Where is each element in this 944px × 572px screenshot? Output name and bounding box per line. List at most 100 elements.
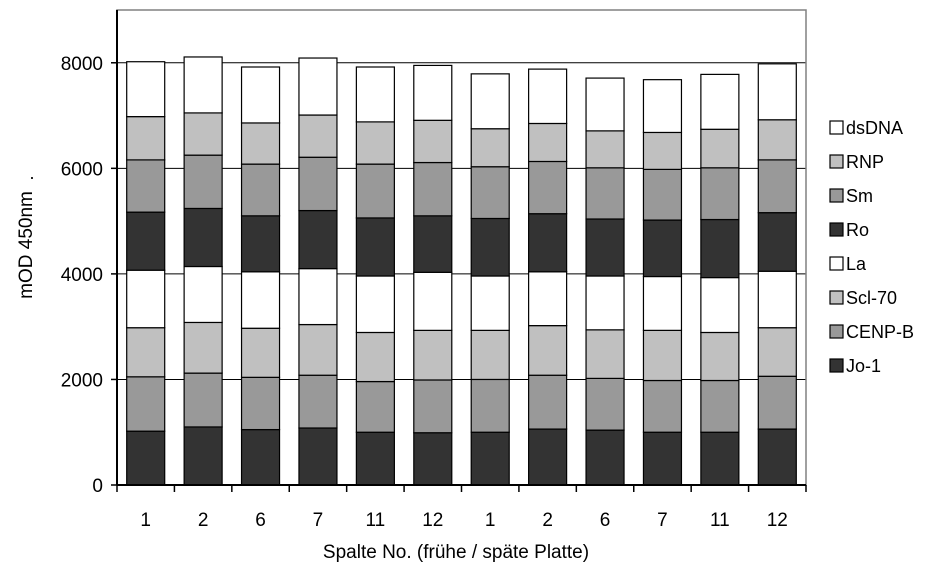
bar-segment-scl-70 xyxy=(298,323,338,376)
bar-segment-rnp xyxy=(413,119,453,164)
legend: dsDNA RNP Sm Ro La Scl-70 CENP-B Jo-1 xyxy=(829,118,914,376)
bar-segment-jo-1 xyxy=(240,428,281,486)
y-tick-label: 2000 xyxy=(61,370,103,391)
bar-segment-cenp-b xyxy=(298,374,338,429)
bar-stack xyxy=(126,61,166,486)
legend-item: Scl-70 xyxy=(829,288,897,308)
bar-segment-scl-70 xyxy=(183,321,223,374)
bar-segment-scl-70 xyxy=(413,329,453,381)
bar-stack xyxy=(413,64,453,486)
y-tick-label: 6000 xyxy=(61,159,103,180)
x-tick-label: 1 xyxy=(140,510,151,531)
bar-segment-dsdna xyxy=(700,73,740,130)
bar-segment-rnp xyxy=(298,114,338,158)
bar-segment-la xyxy=(413,271,453,331)
bar-segment-scl-70 xyxy=(355,331,395,383)
bar-segment-rnp xyxy=(240,122,281,165)
x-tick-label: 11 xyxy=(710,510,730,531)
gridlines xyxy=(117,62,806,380)
x-tick-label: 12 xyxy=(767,510,788,531)
bar-segment-cenp-b xyxy=(757,375,797,430)
bar-segment-dsdna xyxy=(240,66,281,124)
legend-label: dsDNA xyxy=(846,118,903,138)
bar-segment-jo-1 xyxy=(298,427,338,486)
bar-segment-ro xyxy=(298,209,338,270)
legend-item: La xyxy=(829,254,867,274)
x-axis-label: Spalte No. (frühe / späte Platte) xyxy=(323,542,589,563)
axes xyxy=(111,9,807,492)
bar-segment-sm xyxy=(183,154,223,210)
legend-label: Sm xyxy=(846,186,873,206)
bar-segment-la xyxy=(470,275,510,331)
bar-segment-cenp-b xyxy=(240,376,281,431)
bar-segment-jo-1 xyxy=(126,430,166,486)
bar-segment-la xyxy=(183,265,223,324)
bar-segment-dsdna xyxy=(126,61,166,118)
legend-label: Ro xyxy=(846,220,869,240)
bar-segment-ro xyxy=(183,207,223,268)
bar-segment-la xyxy=(642,275,683,331)
bar-segment-jo-1 xyxy=(183,426,223,486)
bar-segment-cenp-b xyxy=(355,380,395,433)
bar-segment-scl-70 xyxy=(528,325,568,376)
bar-segment-scl-70 xyxy=(700,331,740,382)
bar-segment-scl-70 xyxy=(240,327,281,378)
bar-segment-rnp xyxy=(528,122,568,163)
bar-segment-scl-70 xyxy=(126,327,166,378)
bar-segment-jo-1 xyxy=(355,431,395,486)
legend-swatch xyxy=(829,154,844,169)
bar-segment-sm xyxy=(757,159,797,214)
bar-segment-la xyxy=(528,271,568,327)
bar-segment-ro xyxy=(413,215,453,273)
bar-segment-dsdna xyxy=(413,64,453,121)
bar-segment-dsdna xyxy=(585,77,625,132)
y-tick-label: 4000 xyxy=(61,265,103,286)
bar-segment-ro xyxy=(126,211,166,271)
bar-segment-scl-70 xyxy=(757,327,797,377)
x-tick-label: 1 xyxy=(485,510,496,531)
bar-segment-scl-70 xyxy=(470,329,510,381)
legend-item: RNP xyxy=(829,152,884,172)
bar-segment-ro xyxy=(585,218,625,277)
bar-segment-ro xyxy=(700,218,740,279)
y-axis-label: mOD 450nm xyxy=(16,191,37,299)
bar-segment-la xyxy=(585,275,625,331)
bar-stack xyxy=(470,73,510,486)
bar-segment-dsdna xyxy=(757,63,797,121)
bar-segment-cenp-b xyxy=(585,377,625,431)
bar-segment-cenp-b xyxy=(470,378,510,433)
bar-segment-dsdna xyxy=(642,79,683,134)
bar-segment-cenp-b xyxy=(700,379,740,433)
bar-segment-la xyxy=(240,271,281,329)
bar-segment-cenp-b xyxy=(413,379,453,434)
bar-segment-rnp xyxy=(355,121,395,165)
bar-segment-la xyxy=(355,275,395,334)
bar-segment-sm xyxy=(700,167,740,221)
bar-stack xyxy=(355,66,395,486)
bar-segment-sm xyxy=(528,160,568,215)
bar-segment-sm xyxy=(298,156,338,212)
bar-segment-ro xyxy=(240,215,281,273)
bar-segment-ro xyxy=(528,213,568,273)
bar-segment-la xyxy=(298,268,338,326)
legend-label: RNP xyxy=(846,152,884,172)
bar-segment-la xyxy=(757,270,797,329)
bar-segment-jo-1 xyxy=(528,428,568,486)
y-axis-label-dot: · xyxy=(29,167,35,187)
legend-label: La xyxy=(846,254,867,274)
x-tick-label: 12 xyxy=(422,510,443,531)
legend-swatch xyxy=(829,222,844,237)
bar-stack xyxy=(757,63,797,486)
bar-segment-dsdna xyxy=(183,56,223,114)
bar-segment-sm xyxy=(642,168,683,221)
bar-segment-cenp-b xyxy=(126,376,166,432)
bar-segment-cenp-b xyxy=(528,374,568,430)
bar-stack xyxy=(528,68,568,486)
bars xyxy=(126,56,797,486)
bar-segment-rnp xyxy=(126,116,166,161)
x-tick-label: 2 xyxy=(198,510,209,531)
legend-label: Scl-70 xyxy=(846,288,897,308)
legend-swatch xyxy=(829,188,844,203)
bar-segment-rnp xyxy=(183,112,223,156)
